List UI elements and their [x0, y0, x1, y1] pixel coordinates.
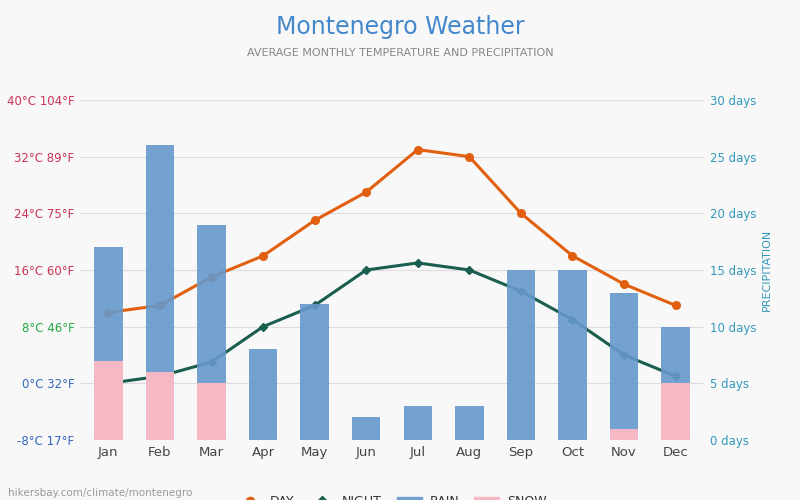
Bar — [198, 384, 226, 440]
Bar — [506, 270, 535, 440]
Text: Montenegro Weather: Montenegro Weather — [276, 15, 524, 39]
Legend: DAY, NIGHT, RAIN, SNOW: DAY, NIGHT, RAIN, SNOW — [233, 490, 551, 500]
Y-axis label: PRECIPITATION: PRECIPITATION — [762, 229, 772, 311]
Bar — [301, 304, 329, 440]
Bar — [94, 248, 122, 440]
Bar — [352, 418, 380, 440]
Bar — [662, 384, 690, 440]
Bar — [198, 224, 226, 440]
Bar — [94, 360, 122, 440]
Text: AVERAGE MONTHLY TEMPERATURE AND PRECIPITATION: AVERAGE MONTHLY TEMPERATURE AND PRECIPIT… — [246, 48, 554, 58]
Bar — [558, 270, 586, 440]
Bar — [610, 292, 638, 440]
Bar — [146, 146, 174, 440]
Bar — [146, 372, 174, 440]
Bar — [455, 406, 483, 440]
Bar — [249, 350, 278, 440]
Bar — [404, 406, 432, 440]
Bar — [610, 428, 638, 440]
Bar — [662, 326, 690, 440]
Text: hikersbay.com/climate/montenegro: hikersbay.com/climate/montenegro — [8, 488, 192, 498]
